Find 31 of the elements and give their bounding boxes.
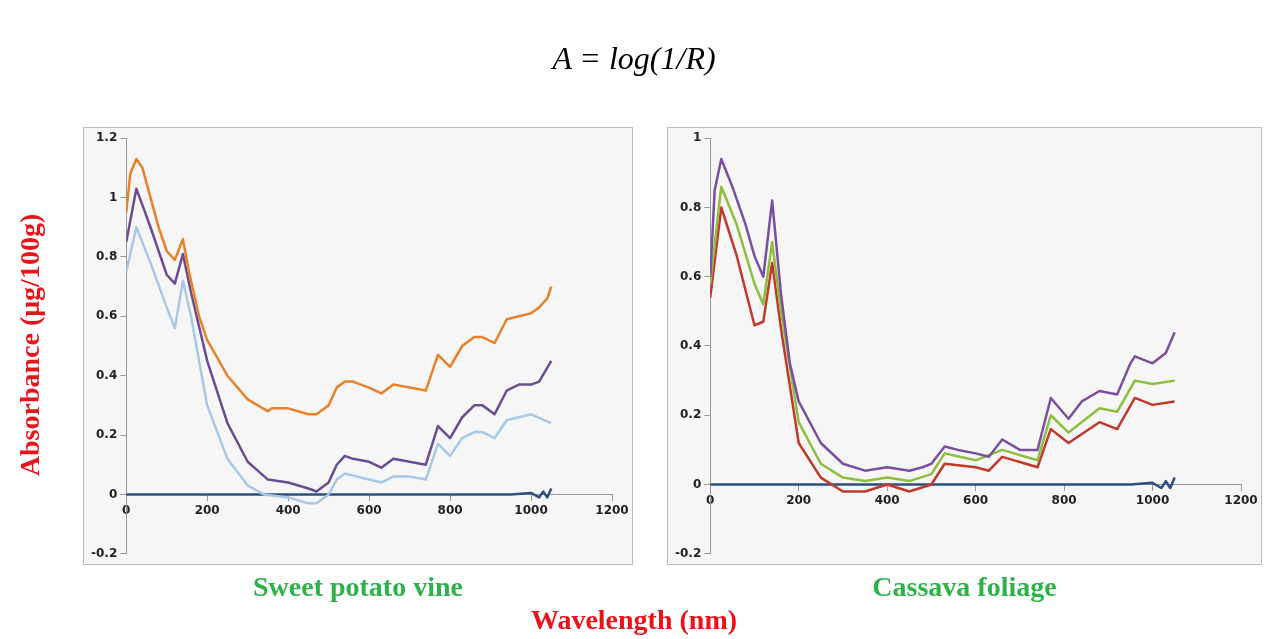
x-tick-label: 400	[874, 492, 900, 507]
x-tick-label: 800	[1051, 492, 1077, 507]
y-tick-label: 0.8	[95, 249, 118, 264]
y-tick-label: -0.2	[674, 545, 702, 560]
y-tick-label: 1	[692, 130, 702, 145]
x-axis-title: Wavelength (nm)	[529, 604, 739, 636]
y-tick-label: -0.2	[90, 545, 118, 560]
y-tick-label: 0.2	[679, 407, 702, 422]
text: A = log(1/R)	[550, 40, 717, 77]
text: Sweet potato vine	[252, 571, 464, 603]
x-tick-label: 200	[194, 502, 220, 517]
y-tick-label: 0.2	[95, 427, 118, 442]
y-axis-title: Absorbance (μg/100g)	[14, 213, 46, 477]
x-tick-label: 1200	[595, 502, 629, 517]
x-tick-label: 1000	[514, 502, 548, 517]
y-tick-label: 0.4	[95, 367, 118, 382]
x-tick-label: 800	[437, 502, 463, 517]
y-tick-label: 0.8	[679, 199, 702, 214]
y-tick-label: 0.4	[679, 338, 702, 353]
y-tick-label: 0.6	[679, 268, 702, 283]
x-tick-label: 600	[963, 492, 989, 507]
y-tick-label: 0.6	[95, 308, 118, 323]
y-tick-label: 1.2	[95, 130, 118, 145]
y-tick-label: 0	[692, 476, 702, 491]
y-tick-label: 1	[108, 189, 118, 204]
text: Cassava foliage	[871, 571, 1058, 603]
x-tick-label: 600	[356, 502, 382, 517]
x-tick-label: 400	[275, 502, 301, 517]
x-tick-label: 1000	[1135, 492, 1170, 507]
x-tick-label: 200	[786, 492, 812, 507]
x-tick-label: 1200	[1224, 492, 1258, 507]
